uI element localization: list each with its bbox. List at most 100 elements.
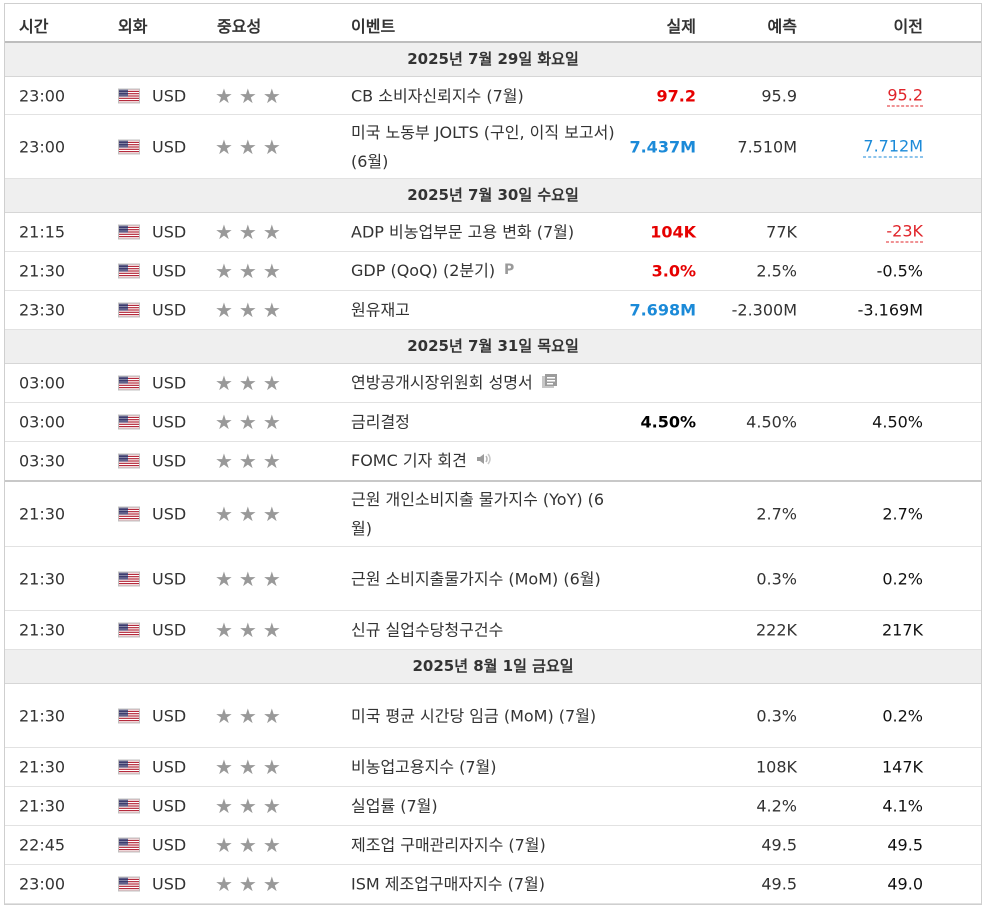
table-row[interactable]: 23:00 USD ★★★ CB 소비자신뢰지수 (7월) 97.2 95.9 95.2 <box>5 77 981 115</box>
us-flag-icon <box>118 453 140 470</box>
event-name-label[interactable]: 연방공개시장위원회 성명서 <box>351 373 533 392</box>
forecast-value: 49.5 <box>761 874 797 894</box>
importance-stars-icon: ★★★ <box>215 298 287 322</box>
event-time: 21:15 <box>19 222 66 242</box>
us-flag-icon <box>118 506 140 523</box>
currency-code: USD <box>152 222 187 242</box>
table-row[interactable]: 21:30 USD ★★★ 근원 개인소비지출 물가지수 (YoY) (6월) 2.7%… <box>5 482 981 547</box>
event-time: 21:30 <box>19 261 66 281</box>
importance-stars-icon: ★★★ <box>215 703 287 728</box>
currency-code: USD <box>152 757 187 777</box>
day-header: 2025년 8월 1일 금요일 <box>5 650 981 684</box>
event-name[interactable]: 비농업고용지수 (7월) <box>351 753 619 782</box>
event-name-label[interactable]: 제조업 구매관리자지수 (7월) <box>351 835 546 855</box>
event-name[interactable]: 실업률 (7월) <box>351 792 619 821</box>
event-name[interactable]: 근원 개인소비지출 물가지수 (YoY) (6월) <box>351 485 619 543</box>
table-row[interactable]: 03:00 USD ★★★ 금리결정 4.50% 4.50% 4.50% <box>5 403 981 442</box>
header-importance[interactable]: 중요성 <box>217 17 262 36</box>
event-name[interactable]: ISM 제조업구매자지수 (7월) <box>351 870 619 899</box>
importance-stars-icon: ★★★ <box>215 618 287 642</box>
forecast-value: 7.510M <box>737 137 797 156</box>
us-flag-icon <box>118 414 140 431</box>
event-name-label[interactable]: ADP 비농업부문 고용 변화 (7월) <box>351 222 575 242</box>
event-name[interactable]: CB 소비자신뢰지수 (7월) <box>351 81 619 110</box>
event-name[interactable]: 금리결정 <box>351 408 619 437</box>
header-event[interactable]: 이벤트 <box>351 17 396 36</box>
us-flag-icon <box>118 759 140 776</box>
event-name-label[interactable]: 실업률 (7월) <box>351 796 438 816</box>
currency-code: USD <box>152 569 187 588</box>
us-flag-icon <box>118 708 140 725</box>
event-name-label[interactable]: 미국 노동부 JOLTS (구인, 이직 보고서) (6월) <box>351 122 615 171</box>
importance-stars-icon: ★★★ <box>215 794 287 818</box>
header-actual[interactable]: 실제 <box>666 17 696 36</box>
event-time: 03:00 <box>19 412 66 432</box>
event-name-label[interactable]: 근원 개인소비지출 물가지수 (YoY) (6월) <box>351 490 605 538</box>
event-name[interactable]: 미국 노동부 JOLTS (구인, 이직 보고서) (6월) <box>351 118 619 176</box>
currency-code: USD <box>152 874 187 894</box>
forecast-value: 0.3% <box>756 706 797 725</box>
header-forecast[interactable]: 예측 <box>767 17 797 36</box>
table-row[interactable]: 21:30 USD ★★★ 비농업고용지수 (7월) 108K 147K <box>5 748 981 787</box>
event-name[interactable]: ADP 비농업부문 고용 변화 (7월) <box>351 218 619 247</box>
day-header: 2025년 7월 29일 화요일 <box>5 43 981 77</box>
currency-code: USD <box>152 137 187 156</box>
event-name-label[interactable]: 미국 평균 시간당 임금 (MoM) (7월) <box>351 706 597 725</box>
event-name-label[interactable]: CB 소비자신뢰지수 (7월) <box>351 86 524 105</box>
currency-code: USD <box>152 706 187 725</box>
event-time: 21:30 <box>19 504 66 524</box>
event-name-label[interactable]: 원유재고 <box>351 300 410 320</box>
currency-code: USD <box>152 373 187 393</box>
us-flag-icon <box>118 139 140 156</box>
event-name-label[interactable]: ISM 제조업구매자지수 (7월) <box>351 874 545 894</box>
event-name[interactable]: GDP (QoQ) (2분기) P <box>351 256 619 286</box>
table-row[interactable]: 21:30 USD ★★★ 근원 소비지출물가지수 (MoM) (6월) 0.3% 0.2… <box>5 547 981 611</box>
previous-value: 2.7% <box>882 504 923 524</box>
event-name-label[interactable]: 금리결정 <box>351 412 410 432</box>
event-name-label[interactable]: GDP (QoQ) (2분기) <box>351 261 496 280</box>
table-row[interactable]: 21:30 USD ★★★ 미국 평균 시간당 임금 (MoM) (7월) 0.3% 0.… <box>5 684 981 748</box>
header-previous[interactable]: 이전 <box>893 17 923 36</box>
table-row[interactable]: 21:15 USD ★★★ ADP 비농업부문 고용 변화 (7월) 104K 77K -2… <box>5 213 981 252</box>
forecast-value: 95.9 <box>761 86 797 105</box>
currency-code: USD <box>152 300 187 320</box>
table-row[interactable]: 21:30 USD ★★★ GDP (QoQ) (2분기) P 3.0% 2.5% -0.5% <box>5 252 981 291</box>
event-name[interactable]: 연방공개시장위원회 성명서 <box>351 368 619 398</box>
table-row[interactable]: 23:00 USD ★★★ ISM 제조업구매자지수 (7월) 49.5 49.0 <box>5 865 981 904</box>
event-name[interactable]: 근원 소비지출물가지수 (MoM) (6월) <box>351 564 619 593</box>
event-time: 23:30 <box>19 300 66 320</box>
event-name[interactable]: 신규 실업수당청구건수 <box>351 616 619 645</box>
importance-stars-icon: ★★★ <box>215 449 287 473</box>
forecast-value: 77K <box>766 222 797 242</box>
table-row[interactable]: 23:00 USD ★★★ 미국 노동부 JOLTS (구인, 이직 보고서) (6월… <box>5 115 981 179</box>
event-name[interactable]: 미국 평균 시간당 임금 (MoM) (7월) <box>351 701 619 730</box>
event-name-label[interactable]: 비농업고용지수 (7월) <box>351 757 497 777</box>
currency-code: USD <box>152 451 187 471</box>
previous-value: -23K <box>886 221 923 243</box>
header-time[interactable]: 시간 <box>19 17 49 36</box>
importance-stars-icon: ★★★ <box>215 134 287 159</box>
event-name[interactable]: 제조업 구매관리자지수 (7월) <box>351 831 619 860</box>
currency-code: USD <box>152 412 187 432</box>
event-name-label[interactable]: FOMC 기자 회견 <box>351 451 467 470</box>
event-name-label[interactable]: 신규 실업수당청구건수 <box>351 620 504 640</box>
table-row[interactable]: 03:30 USD ★★★ FOMC 기자 회견 <box>5 442 981 482</box>
importance-stars-icon: ★★★ <box>215 833 287 857</box>
event-name[interactable]: 원유재고 <box>351 296 619 325</box>
header-currency[interactable]: 외화 <box>118 17 148 36</box>
table-row[interactable]: 03:00 USD ★★★ 연방공개시장위원회 성명서 <box>5 364 981 403</box>
event-name[interactable]: FOMC 기자 회견 <box>351 446 619 476</box>
event-time: 23:00 <box>19 874 66 894</box>
table-row[interactable]: 21:30 USD ★★★ 신규 실업수당청구건수 222K 217K <box>5 611 981 650</box>
event-name-label[interactable]: 근원 소비지출물가지수 (MoM) (6월) <box>351 569 601 588</box>
us-flag-icon <box>118 876 140 893</box>
table-row[interactable]: 23:30 USD ★★★ 원유재고 7.698M -2.300M -3.169M <box>5 291 981 330</box>
forecast-value: 4.2% <box>756 796 797 816</box>
importance-stars-icon: ★★★ <box>215 755 287 779</box>
table-row[interactable]: 22:45 USD ★★★ 제조업 구매관리자지수 (7월) 49.5 49.5 <box>5 826 981 865</box>
speaker-icon <box>475 447 493 476</box>
importance-stars-icon: ★★★ <box>215 410 287 434</box>
table-row[interactable]: 21:30 USD ★★★ 실업률 (7월) 4.2% 4.1% <box>5 787 981 826</box>
event-time: 21:30 <box>19 706 66 725</box>
currency-code: USD <box>152 835 187 855</box>
